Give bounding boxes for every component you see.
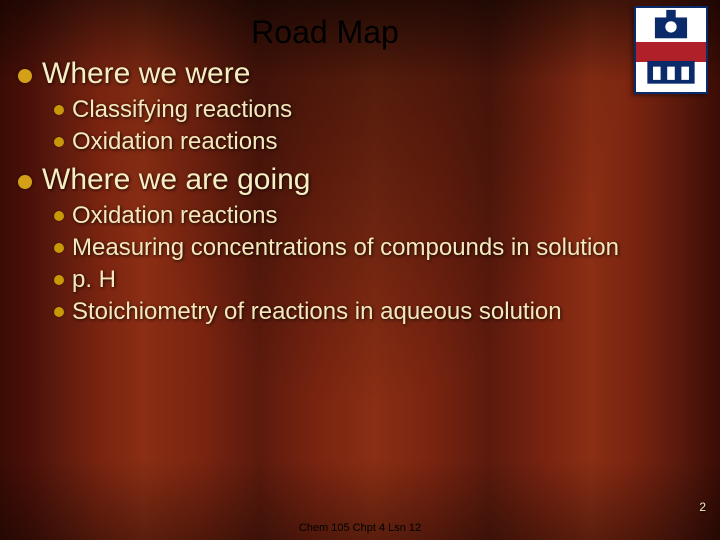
section: Where we are going Oxidation reactions M… xyxy=(18,163,702,327)
list-item: Oxidation reactions xyxy=(54,201,702,231)
item-text: Classifying reactions xyxy=(72,95,292,125)
section-heading: Where we were xyxy=(42,57,250,91)
list-item: Classifying reactions xyxy=(54,95,702,125)
section-items: Oxidation reactions Measuring concentrat… xyxy=(54,201,702,327)
bullet-icon xyxy=(54,105,64,115)
section-items: Classifying reactions Oxidation reaction… xyxy=(54,95,702,157)
bullet-icon xyxy=(18,175,32,189)
bullet-icon xyxy=(54,211,64,221)
slide-title: Road Map xyxy=(18,14,702,51)
section-heading: Where we are going xyxy=(42,163,310,197)
slide-content: Road Map Where we were Classifying react… xyxy=(18,14,702,327)
bullet-icon xyxy=(54,307,64,317)
slide: Road Map Where we were Classifying react… xyxy=(0,0,720,540)
bullet-icon xyxy=(54,137,64,147)
list-item: p. H xyxy=(54,265,702,295)
bullet-icon xyxy=(54,243,64,253)
item-text: Stoichiometry of reactions in aqueous so… xyxy=(72,297,562,327)
slide-footer: Chem 105 Chpt 4 Lsn 12 xyxy=(0,522,720,534)
bullet-icon xyxy=(18,69,32,83)
item-text: p. H xyxy=(72,265,116,295)
list-item: Oxidation reactions xyxy=(54,127,702,157)
item-text: Oxidation reactions xyxy=(72,127,277,157)
item-text: Measuring concentrations of compounds in… xyxy=(72,233,619,263)
item-text: Oxidation reactions xyxy=(72,201,277,231)
bullet-icon xyxy=(54,275,64,285)
page-number: 2 xyxy=(699,500,706,514)
list-item: Measuring concentrations of compounds in… xyxy=(54,233,702,263)
outline-list: Where we were Classifying reactions Oxid… xyxy=(18,57,702,327)
list-item: Stoichiometry of reactions in aqueous so… xyxy=(54,297,702,327)
section: Where we were Classifying reactions Oxid… xyxy=(18,57,702,157)
